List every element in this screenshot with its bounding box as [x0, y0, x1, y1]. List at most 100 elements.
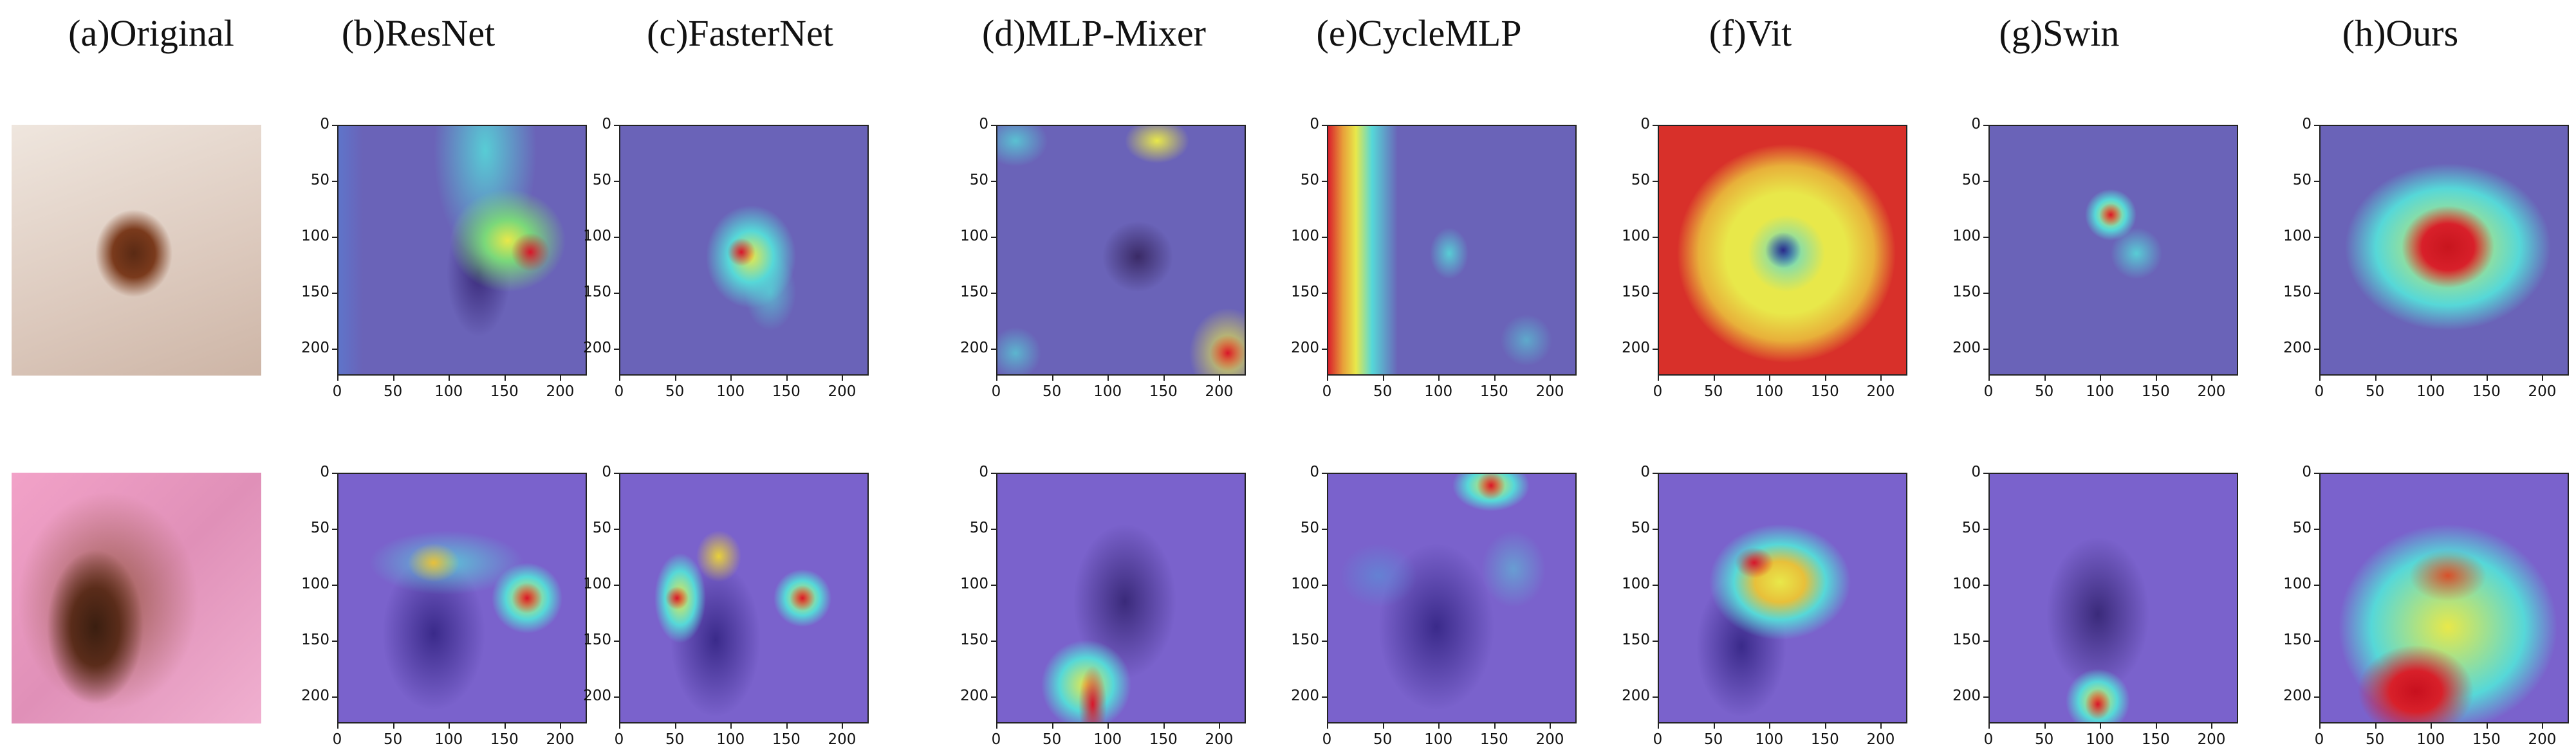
x-tick-mark — [1163, 723, 1165, 729]
y-tick-label: 100 — [1952, 228, 1981, 245]
y-tick-label: 50 — [1631, 520, 1650, 537]
x-tick-label: 150 — [2472, 731, 2501, 748]
axis-frame-d-row-1 — [996, 125, 1246, 376]
x-tick-label: 50 — [1042, 731, 1062, 748]
x-tick-mark — [504, 723, 506, 729]
y-tick-mark — [332, 529, 337, 531]
y-tick-label: 0 — [1310, 464, 1319, 480]
y-tick-mark — [2314, 181, 2319, 183]
x-tick-label: 150 — [1149, 731, 1178, 748]
x-tick-mark — [619, 376, 620, 381]
axis-frame-e-row-2 — [1327, 473, 1577, 723]
y-tick-mark — [332, 181, 337, 183]
y-tick-label: 150 — [1291, 284, 1319, 301]
x-tick-label: 200 — [1205, 731, 1234, 748]
x-tick-label: 200 — [828, 383, 857, 400]
x-tick-mark — [674, 376, 676, 381]
y-tick-label: 0 — [979, 464, 988, 480]
heatmap-e-row-1 — [1327, 125, 1577, 376]
y-tick-label: 200 — [301, 687, 329, 705]
y-tick-label: 150 — [960, 632, 988, 649]
y-tick-label: 150 — [1952, 284, 1981, 301]
y-tick-mark — [332, 696, 337, 698]
axis-frame-h-row-1 — [2319, 125, 2569, 376]
y-tick-label: 0 — [602, 116, 611, 132]
y-tick-label: 50 — [310, 172, 329, 189]
x-tick-label: 150 — [1149, 383, 1178, 400]
x-tick-mark — [1988, 723, 1990, 729]
x-tick-mark — [1658, 376, 1659, 381]
x-tick-label: 0 — [1322, 383, 1332, 400]
y-tick-label: 200 — [960, 340, 988, 357]
axis-frame-b-row-1 — [337, 125, 587, 376]
original-image-row-1 — [12, 125, 261, 376]
axis-frame-e-row-1 — [1327, 125, 1577, 376]
x-tick-mark — [2486, 376, 2488, 381]
y-tick-mark — [614, 696, 619, 698]
y-tick-mark — [1322, 237, 1327, 239]
y-tick-label: 0 — [1971, 116, 1981, 132]
y-tick-label: 150 — [960, 284, 988, 301]
x-tick-mark — [1219, 376, 1221, 381]
y-tick-mark — [332, 237, 337, 239]
y-tick-mark — [1653, 473, 1658, 474]
x-tick-label: 200 — [2197, 731, 2226, 748]
y-tick-mark — [332, 585, 337, 587]
x-tick-label: 200 — [2197, 383, 2226, 400]
x-tick-mark — [1219, 723, 1221, 729]
x-tick-label: 200 — [2528, 731, 2557, 748]
x-tick-label: 150 — [2141, 383, 2170, 400]
y-tick-mark — [1653, 529, 1658, 531]
axis-frame-c-row-2 — [619, 473, 869, 723]
y-tick-label: 200 — [2283, 687, 2312, 705]
y-tick-label: 50 — [1631, 172, 1650, 189]
y-tick-mark — [991, 349, 996, 350]
x-tick-label: 50 — [1703, 383, 1723, 400]
x-tick-label: 200 — [1535, 383, 1564, 400]
y-tick-label: 50 — [592, 520, 611, 537]
original-image-row-2 — [12, 473, 261, 723]
x-tick-mark — [996, 376, 997, 381]
y-tick-label: 0 — [2302, 464, 2312, 480]
y-tick-label: 150 — [1291, 632, 1319, 649]
y-tick-mark — [991, 585, 996, 587]
x-tick-label: 50 — [2365, 383, 2385, 400]
y-tick-label: 200 — [583, 340, 611, 357]
y-tick-mark — [614, 529, 619, 531]
x-tick-label: 200 — [828, 731, 857, 748]
heatmap-b-row-1 — [337, 125, 587, 376]
y-tick-label: 150 — [1622, 632, 1650, 649]
x-tick-label: 0 — [332, 383, 342, 400]
x-tick-mark — [674, 723, 676, 729]
x-tick-label: 200 — [1535, 731, 1564, 748]
y-tick-label: 50 — [592, 172, 611, 189]
x-tick-mark — [2100, 376, 2102, 381]
x-tick-mark — [2211, 723, 2213, 729]
x-tick-label: 100 — [1424, 383, 1453, 400]
y-tick-mark — [1983, 473, 1988, 474]
x-tick-mark — [1713, 376, 1715, 381]
y-tick-mark — [1653, 696, 1658, 698]
x-tick-mark — [2431, 723, 2432, 729]
x-tick-mark — [1438, 723, 1440, 729]
x-tick-label: 0 — [991, 731, 1001, 748]
x-tick-mark — [1327, 376, 1328, 381]
y-tick-label: 200 — [2283, 340, 2312, 357]
x-tick-label: 100 — [2086, 383, 2115, 400]
x-tick-label: 100 — [1424, 731, 1453, 748]
x-tick-label: 200 — [1205, 383, 1234, 400]
x-tick-mark — [2155, 376, 2157, 381]
x-tick-mark — [842, 723, 844, 729]
x-tick-mark — [619, 723, 620, 729]
heatmap-e-row-2 — [1327, 473, 1577, 723]
x-tick-label: 0 — [1983, 383, 1994, 400]
heatmap-g-row-1 — [1988, 125, 2238, 376]
heatmap-b-row-2 — [337, 473, 587, 723]
y-tick-mark — [1653, 349, 1658, 350]
y-tick-mark — [1653, 237, 1658, 239]
y-tick-label: 0 — [1971, 464, 1981, 480]
x-tick-label: 0 — [2314, 731, 2324, 748]
x-tick-mark — [2044, 376, 2046, 381]
heatmap-c-row-1 — [619, 125, 869, 376]
y-tick-label: 200 — [301, 340, 329, 357]
